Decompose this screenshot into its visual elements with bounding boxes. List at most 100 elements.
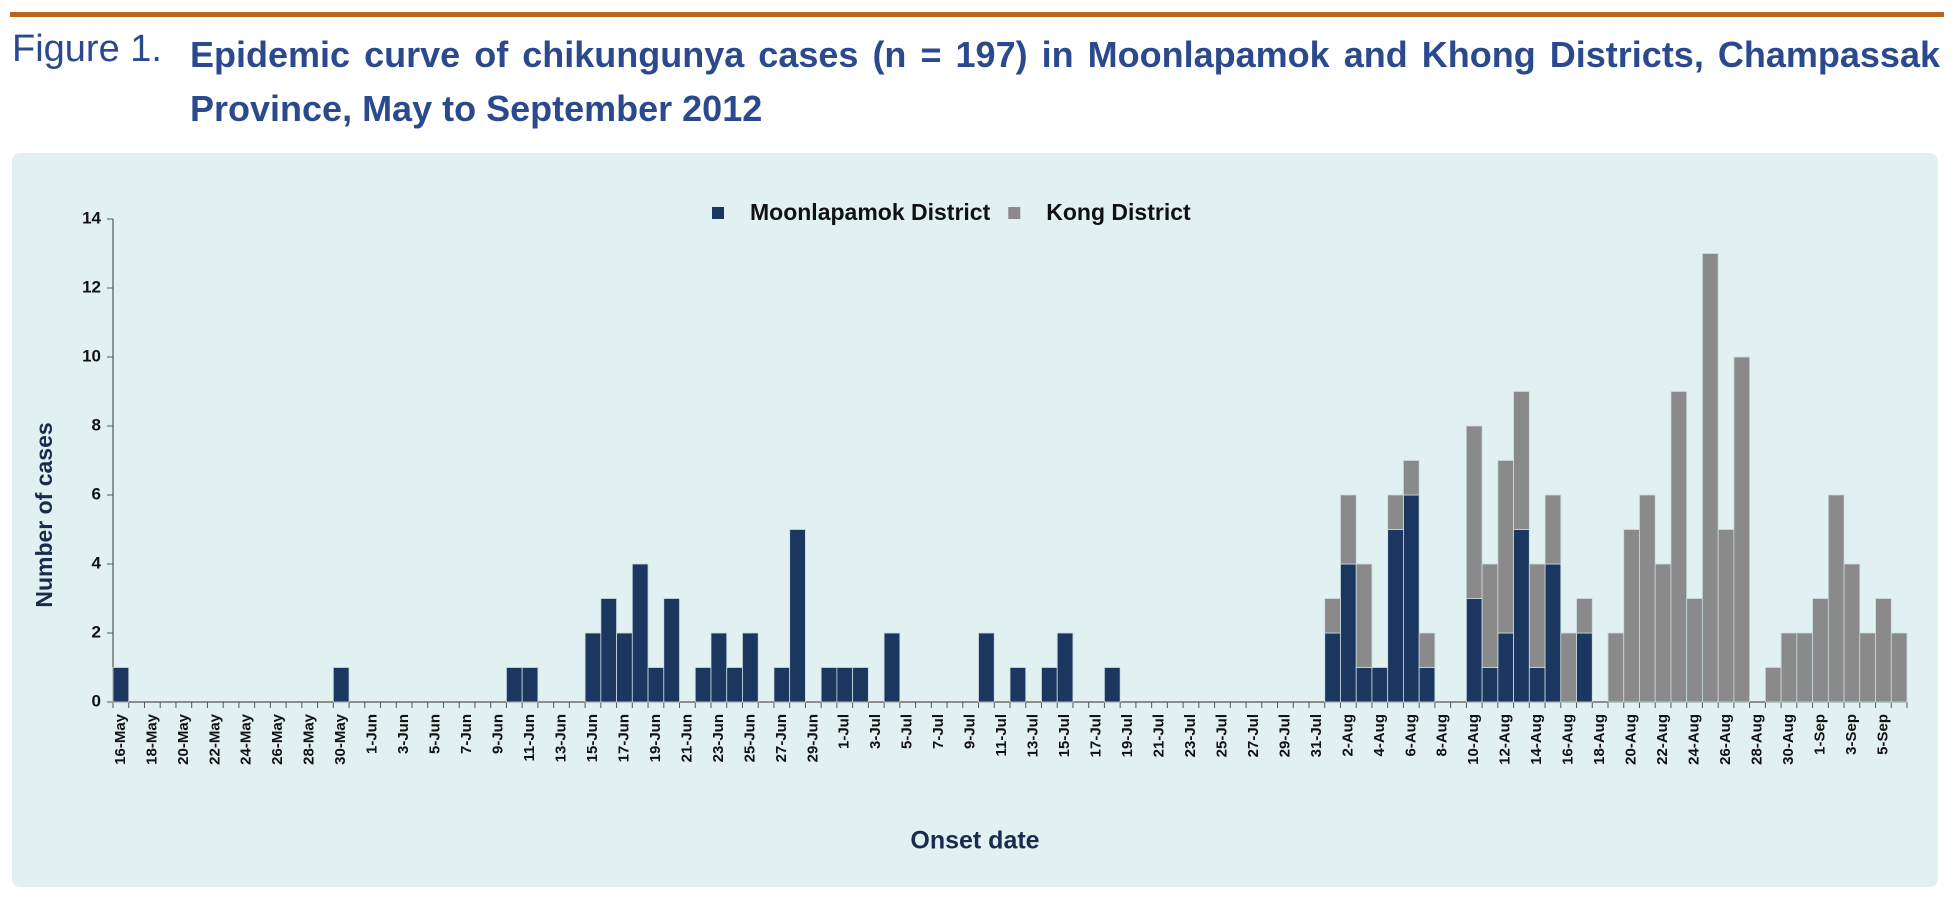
x-tick-label: 22-May [206,713,223,765]
bar [1623,529,1640,703]
bar [663,598,680,703]
x-tick-label: 4-Aug [1371,714,1388,757]
bar [521,667,539,703]
x-tick-label: 7-Jun [458,714,475,754]
x-tick-label: 28-Aug [1748,714,1765,765]
x-tick-label: 30-May [332,713,349,765]
bar [506,667,523,703]
bar [647,667,665,703]
bar [1513,529,1530,703]
bar [1403,494,1420,703]
x-tick-label: 18-May [143,713,160,765]
y-tick-label: 14 [82,208,101,227]
x-tick-label: 1-Sep [1811,714,1828,755]
bar [1465,425,1483,599]
bar [1875,598,1892,703]
bar [1528,563,1546,668]
bar [1481,667,1499,703]
bar [332,667,350,703]
legend-label: Kong District [1046,199,1191,225]
bar [1418,632,1436,668]
x-tick-label: 14-Aug [1528,714,1545,765]
x-tick-label: 20-May [175,713,192,765]
bar [1764,667,1782,703]
x-tick-label: 9-Jun [490,714,507,754]
x-tick-label: 27-Jun [773,714,790,762]
x-tick-label: 31-Jul [1308,714,1325,757]
bar [773,667,791,703]
chart-title: Epidemic curve of chikungunya cases (n =… [190,34,1940,129]
bar [883,632,901,703]
x-tick-label: 29-Jul [1276,714,1293,757]
bar [1702,253,1719,703]
x-tick-label: 1-Jun [364,714,381,754]
x-tick-label: 27-Jul [1245,714,1262,757]
x-tick-label: 2-Aug [1339,714,1356,757]
bar [1355,563,1373,668]
bar [1324,598,1341,634]
x-tick-label: 5-Jun [427,714,444,754]
bar [1340,494,1357,565]
x-tick-label: 11-Jun [521,714,538,762]
bar [726,667,743,703]
bar [1780,632,1798,703]
bar [1717,529,1735,703]
bar [1607,632,1625,703]
chart-panel [12,153,1938,887]
y-tick-label: 2 [92,622,101,641]
x-tick-label: 17-Jun [615,714,632,762]
x-tick-label: 5-Jul [899,714,916,749]
bar [584,632,602,703]
bar [1481,563,1499,668]
bar [1465,598,1483,703]
bar [694,667,712,703]
x-tick-label: 9-Jul [962,714,979,749]
bar [1371,667,1389,703]
bar [1827,494,1845,703]
bar [710,632,728,703]
bar [852,667,869,703]
x-tick-label: 25-Jul [1213,714,1230,757]
y-tick-label: 12 [82,277,101,296]
bar [1686,598,1703,703]
bar [742,632,759,703]
x-tick-label: 23-Jul [1182,714,1199,757]
bar [1576,632,1593,703]
bar [1387,529,1404,703]
x-tick-label: 26-Aug [1717,714,1734,765]
bar [1497,460,1514,634]
top-rule [10,12,1944,17]
bar [1843,563,1861,703]
bar [1859,632,1876,703]
x-tick-label: 5-Sep [1874,714,1891,755]
bar [1104,667,1121,703]
x-tick-label: 22-Aug [1654,714,1671,765]
bar [1812,598,1829,703]
x-tick-label: 18-Aug [1591,714,1608,765]
x-tick-label: 24-May [238,713,255,765]
x-tick-label: 13-Jun [552,714,569,762]
x-tick-label: 19-Jun [647,714,664,762]
x-tick-label: 3-Sep [1843,714,1860,755]
bar [1544,494,1562,565]
y-tick-label: 10 [82,346,101,365]
x-tick-label: 15-Jul [1056,714,1073,757]
x-tick-label: 15-Jun [584,714,601,762]
x-tick-label: 28-May [301,713,318,765]
bar [1009,667,1027,703]
x-tick-label: 19-Jul [1119,714,1136,757]
x-tick-label: 3-Jul [867,714,884,749]
x-tick-label: 25-Jun [741,714,758,762]
x-tick-label: 21-Jun [678,714,695,762]
bar [1418,667,1436,703]
bar [616,632,633,703]
bar [1670,391,1688,703]
y-tick-label: 0 [92,691,101,710]
bar [1528,667,1546,703]
bar [631,563,649,703]
bar [1733,356,1751,703]
bar [112,667,130,703]
bar [1576,598,1593,634]
